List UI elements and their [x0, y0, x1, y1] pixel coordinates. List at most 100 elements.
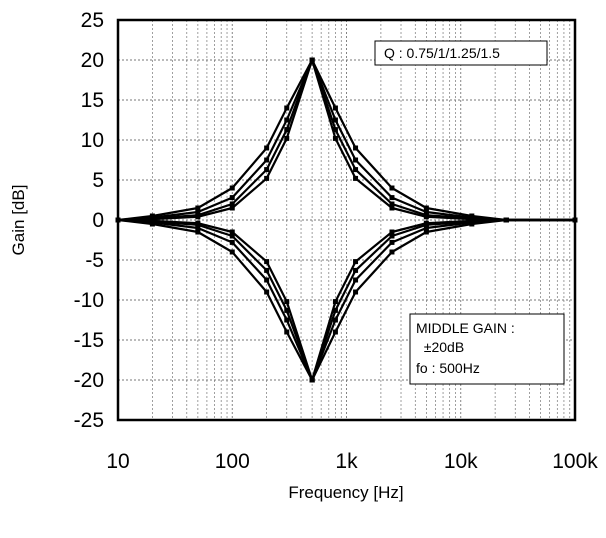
middle-gain-annotation: MIDDLE GAIN : ±20dB fo : 500Hz [409, 313, 565, 385]
tick-labels: 10 100 1k 10k 100k 25 20 15 10 5 0 -5 -10 -15 -20 -25 [74, 9, 599, 473]
data-point [389, 205, 395, 211]
data-point [353, 157, 359, 163]
data-point [309, 57, 315, 63]
q-annotation-text: Q : 0.75/1/1.25/1.5 [384, 45, 500, 61]
data-point [229, 229, 235, 235]
data-point [264, 145, 270, 151]
gain-annotation-box [409, 313, 565, 385]
data-point [353, 175, 359, 181]
series-line-8 [117, 218, 575, 382]
data-point [353, 277, 359, 283]
data-point [389, 229, 395, 235]
series-layer [115, 57, 578, 383]
data-point [353, 167, 359, 173]
data-point [229, 205, 235, 211]
y-tick-label: 15 [81, 89, 104, 112]
y-tick-label: 25 [81, 9, 104, 32]
data-point [284, 135, 290, 141]
data-point [389, 195, 395, 201]
data-point [423, 229, 429, 235]
data-point [389, 239, 395, 245]
data-point [353, 289, 359, 295]
data-point [284, 299, 290, 305]
x-tick-label: 100 [215, 450, 250, 473]
data-point [332, 307, 338, 313]
data-point [469, 218, 475, 224]
data-point [264, 277, 270, 283]
q-values-annotation: Q : 0.75/1/1.25/1.5 [374, 40, 548, 66]
data-point [229, 195, 235, 201]
data-point [309, 377, 315, 383]
series-line-1 [117, 58, 575, 222]
data-point [229, 233, 235, 239]
series-line-4 [117, 58, 575, 222]
data-point [284, 329, 290, 335]
x-axis-label: Frequency [Hz] [288, 483, 403, 502]
x-tick-label: 100k [552, 450, 598, 473]
data-point [332, 105, 338, 111]
data-point [195, 220, 201, 226]
x-tick-label: 10 [106, 450, 129, 473]
data-point [195, 209, 201, 215]
data-point [353, 145, 359, 151]
data-point [332, 329, 338, 335]
y-tick-label: -5 [85, 249, 104, 272]
data-point [195, 225, 201, 231]
data-point [389, 233, 395, 239]
data-point [264, 167, 270, 173]
data-point [284, 127, 290, 133]
data-point [284, 307, 290, 313]
x-tick-label: 10k [444, 450, 478, 473]
data-point [423, 220, 429, 226]
y-tick-label: 5 [92, 169, 104, 192]
data-point [353, 259, 359, 265]
data-point [423, 209, 429, 215]
data-point [229, 239, 235, 245]
data-point [389, 201, 395, 207]
data-point [332, 299, 338, 305]
data-point [195, 214, 201, 220]
y-tick-label: -10 [74, 289, 104, 312]
series-line-5 [117, 218, 575, 382]
data-point [264, 175, 270, 181]
data-point [503, 217, 509, 223]
data-point [423, 214, 429, 220]
y-tick-label: 20 [81, 49, 104, 72]
plot-frame [116, 18, 577, 422]
q-annotation-box [374, 40, 548, 66]
y-axis-label: Gain [dB] [9, 185, 28, 256]
series-line-6 [117, 218, 575, 382]
gain-annotation-line-1: MIDDLE GAIN : [416, 320, 515, 336]
y-tick-label: -15 [74, 329, 104, 352]
y-tick-label: 0 [92, 209, 104, 232]
data-point [229, 201, 235, 207]
data-point [423, 225, 429, 231]
y-tick-label: -20 [74, 369, 104, 392]
data-point [353, 267, 359, 273]
gain-annotation-line-3: fo : 500Hz [416, 360, 480, 376]
data-point [264, 289, 270, 295]
data-point [195, 205, 201, 211]
data-point [229, 249, 235, 255]
data-point [284, 317, 290, 323]
series-line-2 [117, 58, 575, 222]
x-tick-label: 1k [335, 450, 358, 473]
data-point [264, 157, 270, 163]
data-point [389, 185, 395, 191]
data-point [332, 317, 338, 323]
y-tick-label: 10 [81, 129, 104, 152]
data-point [229, 185, 235, 191]
data-point [284, 117, 290, 123]
data-point [332, 117, 338, 123]
data-point [423, 205, 429, 211]
data-point [284, 105, 290, 111]
y-tick-label: -25 [74, 409, 104, 432]
data-point [195, 229, 201, 235]
data-point [264, 259, 270, 265]
data-point [332, 127, 338, 133]
data-point [149, 218, 155, 224]
gain-annotation-line-2: ±20dB [416, 339, 464, 355]
data-point [264, 267, 270, 273]
data-point [389, 249, 395, 255]
